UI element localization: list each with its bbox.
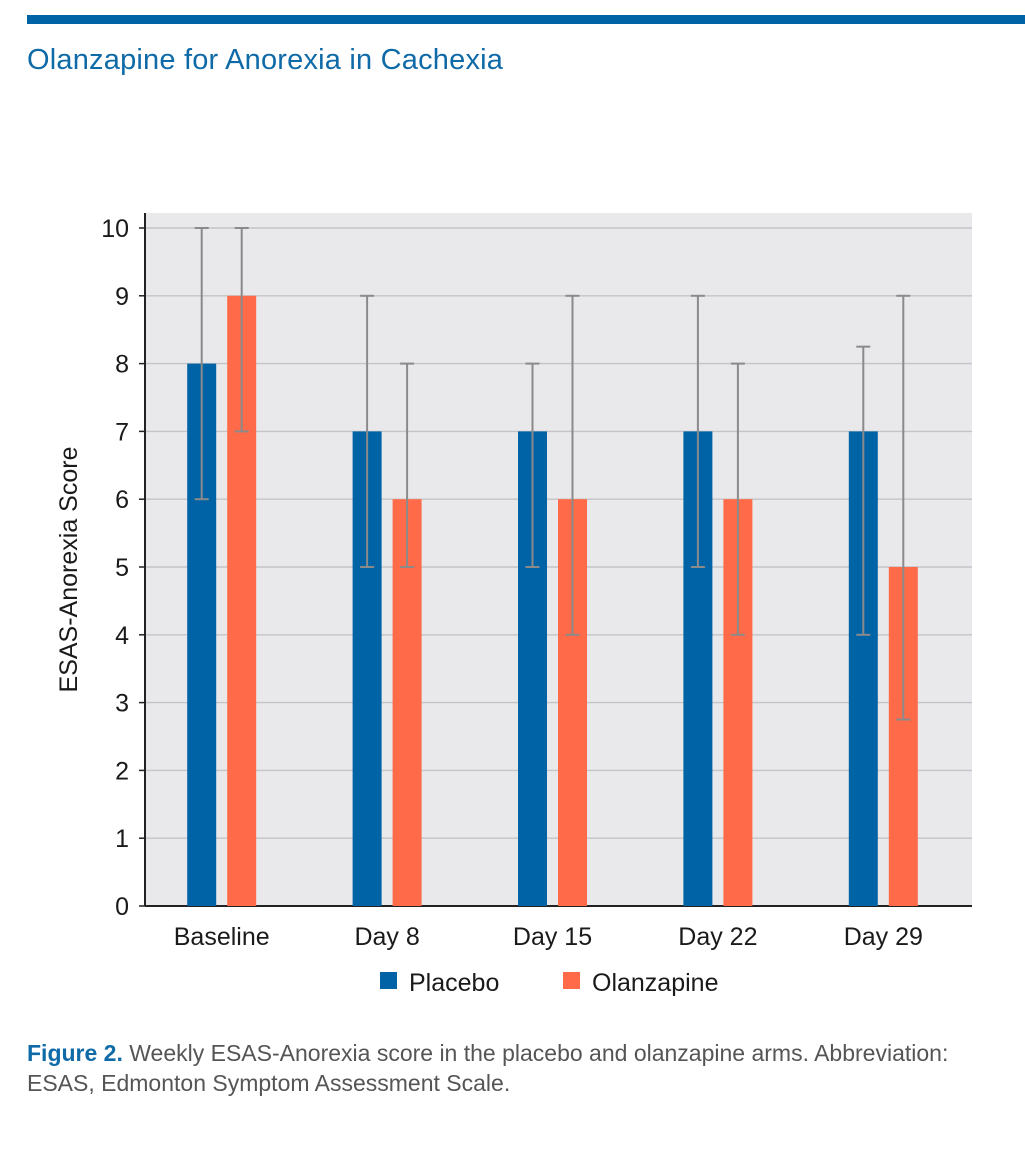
y-tick-label: 6 bbox=[115, 486, 129, 514]
y-tick-label: 0 bbox=[115, 893, 129, 921]
y-tick-label: 8 bbox=[115, 351, 129, 379]
caption-label: Figure 2. bbox=[27, 1040, 123, 1066]
y-tick-label: 3 bbox=[115, 690, 129, 718]
header-rule bbox=[27, 15, 1025, 24]
y-tick-label: 5 bbox=[115, 554, 129, 582]
x-tick-label: Day 22 bbox=[678, 923, 757, 951]
x-tick-label: Day 29 bbox=[844, 923, 923, 951]
y-tick-label: 9 bbox=[115, 283, 129, 311]
legend-label-placebo: Placebo bbox=[409, 969, 499, 997]
x-tick-label: Baseline bbox=[174, 923, 270, 951]
page-title: Olanzapine for Anorexia in Cachexia bbox=[27, 44, 504, 76]
legend-swatch-olanzapine bbox=[563, 972, 580, 989]
y-tick-label: 4 bbox=[115, 622, 129, 650]
x-tick-label: Day 8 bbox=[354, 923, 419, 951]
y-tick-label: 7 bbox=[115, 418, 129, 446]
figure-caption: Figure 2. Weekly ESAS-Anorexia score in … bbox=[27, 1038, 1012, 1098]
caption-text: Weekly ESAS-Anorexia score in the placeb… bbox=[27, 1040, 949, 1096]
y-tick-label: 2 bbox=[115, 757, 129, 785]
y-tick-label: 10 bbox=[101, 215, 129, 243]
x-tick-label: Day 15 bbox=[513, 923, 592, 951]
legend-label-olanzapine: Olanzapine bbox=[592, 969, 718, 997]
y-tick-label: 1 bbox=[115, 825, 129, 853]
y-axis-label: ESAS-Anorexia Score bbox=[55, 447, 83, 693]
legend-swatch-placebo bbox=[380, 972, 397, 989]
